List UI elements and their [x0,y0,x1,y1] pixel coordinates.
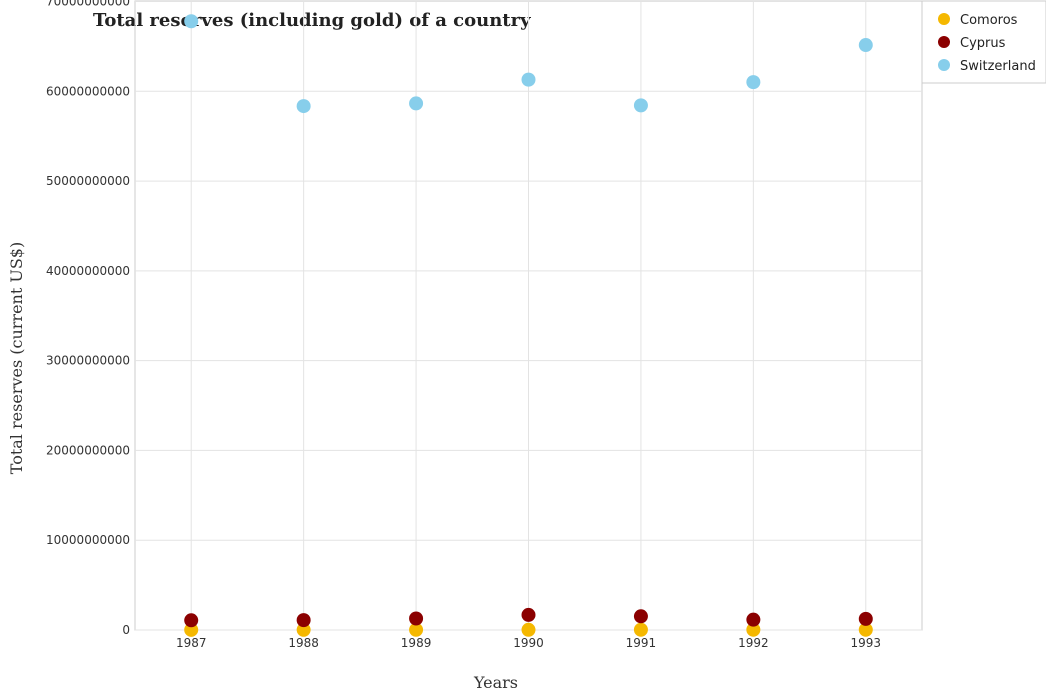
x-tick-label: 1991 [626,636,657,650]
data-point-comoros [858,622,873,637]
legend-marker [938,59,950,71]
x-tick-label: 1992 [738,636,769,650]
data-point-comoros [746,622,761,637]
y-tick-label: 40000000000 [46,264,130,278]
data-point-comoros [296,622,311,637]
data-point-switzerland [296,99,311,114]
y-tick-label: 70000000000 [46,0,130,9]
data-point-switzerland [184,14,199,29]
data-points [184,14,873,637]
data-point-switzerland [521,72,536,87]
data-point-switzerland [409,96,424,111]
data-point-switzerland [633,98,648,113]
data-point-comoros [409,622,424,637]
data-point-cyprus [858,611,873,626]
chart-title: Total reserves (including gold) of a cou… [93,10,531,31]
data-point-switzerland [858,38,873,53]
data-point-comoros [521,622,536,637]
data-point-cyprus [184,613,199,628]
y-axis: 0 10000000000 20000000000 30000000000 400000… [46,0,130,637]
x-axis-label: Years [473,673,518,692]
x-axis: 1987 1988 1989 1990 1991 1992 1993 [176,636,881,650]
legend-label: Cyprus [960,36,1006,51]
x-tick-label: 1989 [401,636,432,650]
grid [134,0,923,631]
legend-label: Comoros [960,13,1018,28]
x-tick-label: 1993 [851,636,882,650]
legend-label: Switzerland [960,59,1036,74]
data-point-cyprus [521,607,536,622]
x-tick-label: 1990 [513,636,544,650]
data-point-switzerland [746,75,761,90]
data-point-cyprus [746,612,761,627]
legend-marker [938,36,950,48]
y-tick-label: 50000000000 [46,174,130,188]
y-axis-label: Total reserves (current US$) [7,242,26,474]
y-tick-label: 20000000000 [46,443,130,457]
data-point-cyprus [296,613,311,628]
legend-marker [938,13,950,25]
data-point-comoros [633,622,648,637]
x-tick-label: 1988 [288,636,319,650]
y-tick-label: 30000000000 [46,354,130,368]
legend: Comoros Cyprus Switzerland [921,0,1046,84]
y-tick-label: 10000000000 [46,533,130,547]
data-point-cyprus [409,611,424,626]
y-tick-label: 60000000000 [46,84,130,98]
data-point-cyprus [633,609,648,624]
x-tick-label: 1987 [176,636,207,650]
y-tick-label: 0 [122,623,130,637]
